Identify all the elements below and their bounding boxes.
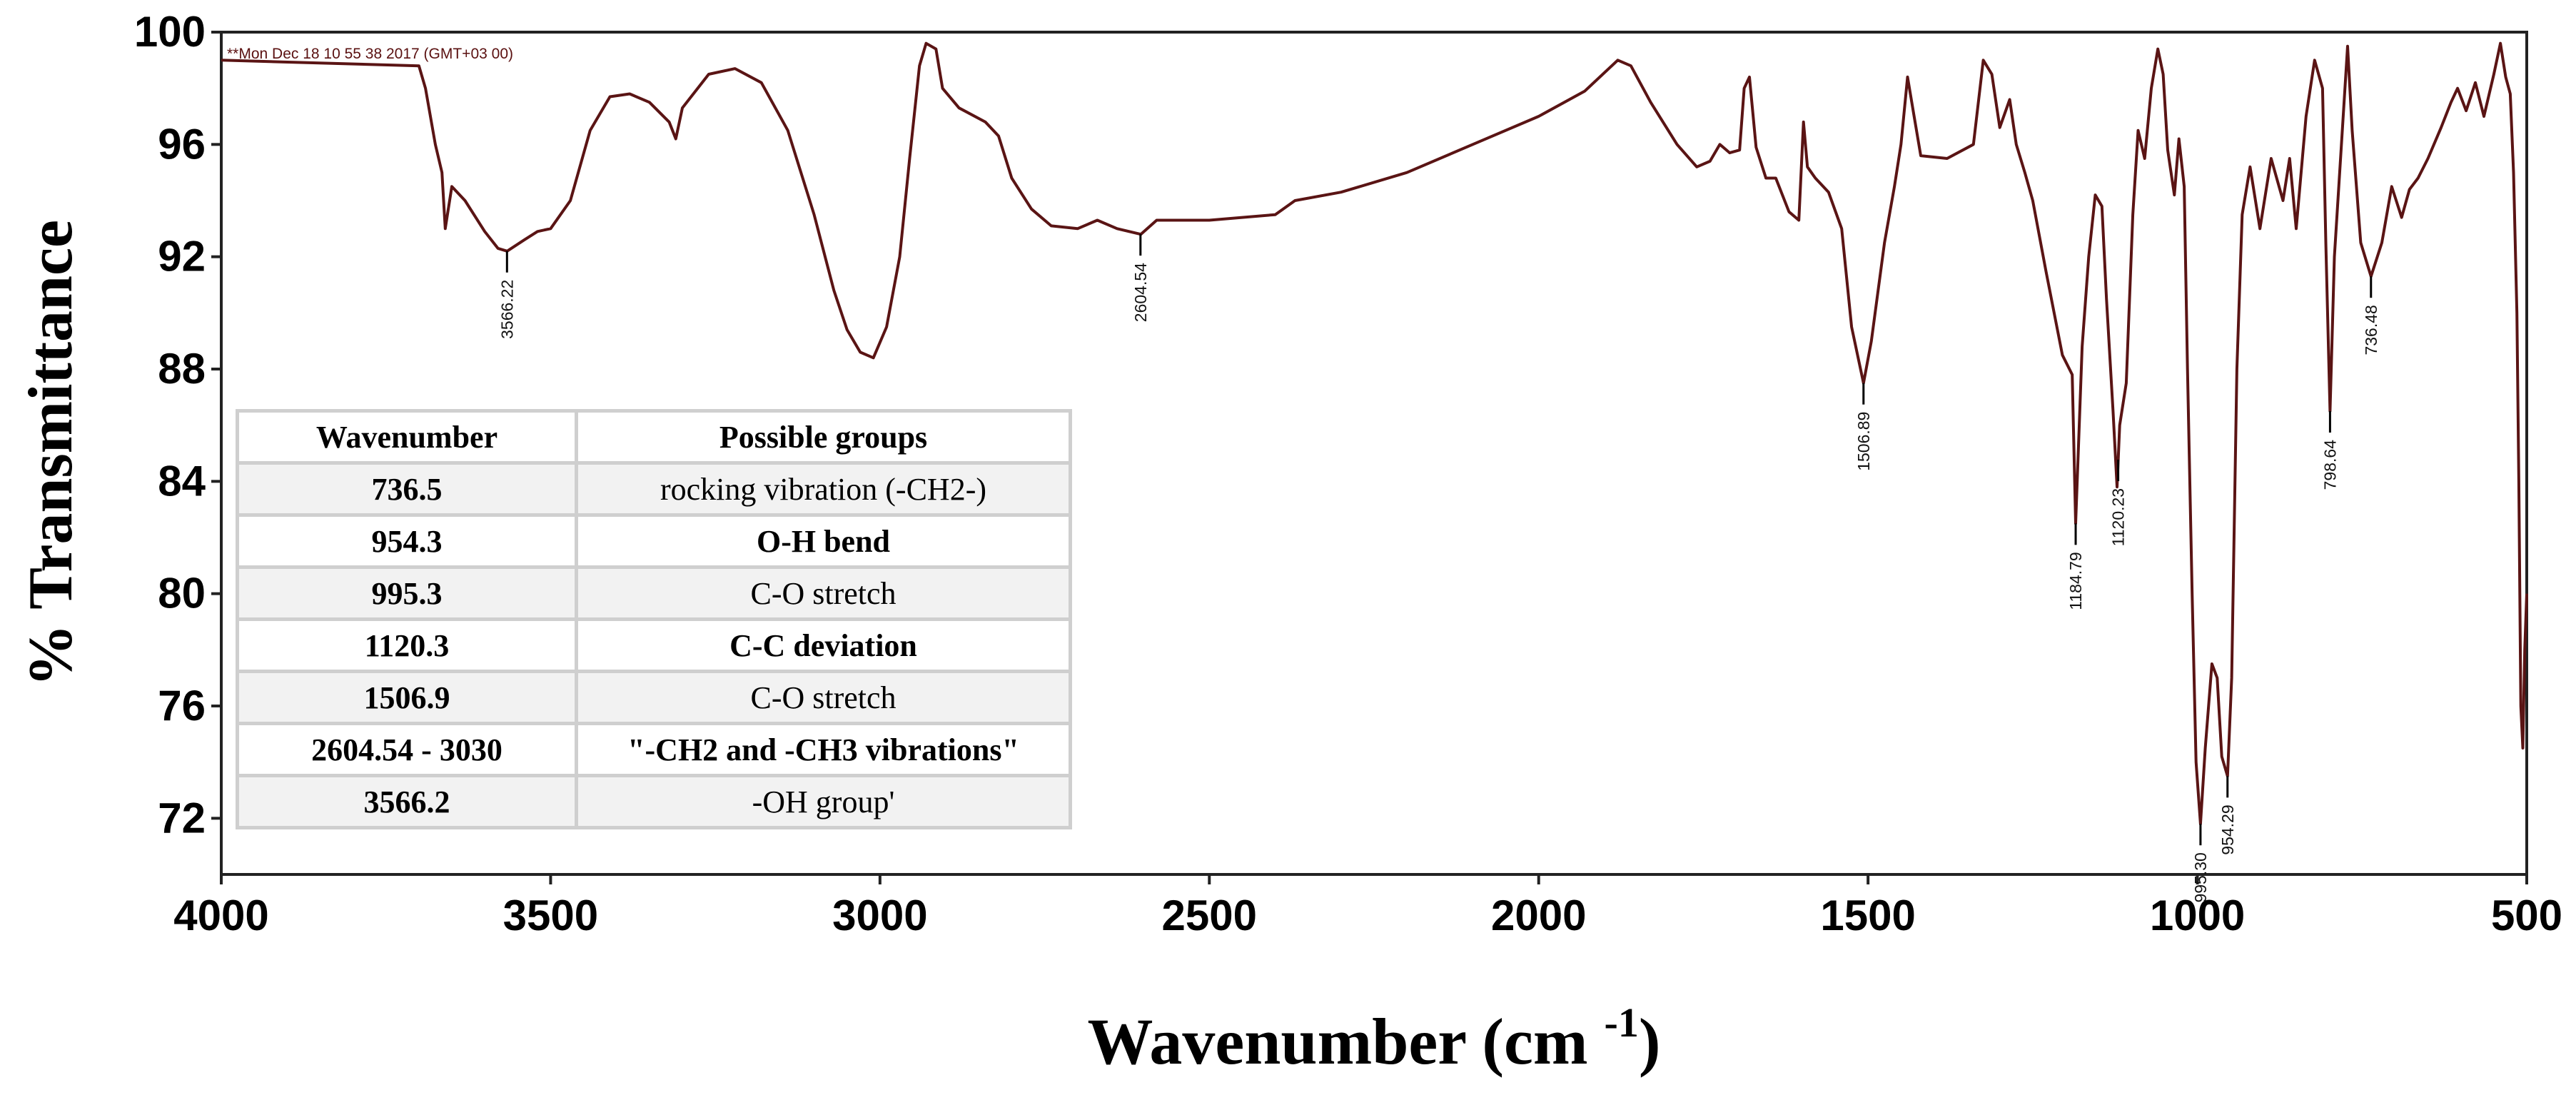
spectrum-line bbox=[221, 41, 2528, 826]
y-tick-label: 76 bbox=[158, 682, 206, 730]
x-tick-label: 4000 bbox=[173, 892, 268, 939]
peak-label: 1184.79 bbox=[2066, 552, 2085, 610]
y-tick-label: 96 bbox=[158, 120, 206, 168]
table-cell-wavenumber: 995.3 bbox=[236, 565, 578, 621]
peak-label: 736.48 bbox=[2362, 305, 2380, 355]
peak-label: 954.29 bbox=[2218, 804, 2237, 854]
table-cell-wavenumber: 1120.3 bbox=[236, 617, 578, 673]
y-axis: 100 96 92 88 84 80 76 72 bbox=[134, 8, 221, 842]
table-header-groups: Possible groups bbox=[575, 409, 1072, 465]
table-row: 954.3 O-H bend bbox=[236, 513, 1072, 569]
table-cell-wavenumber: 1506.9 bbox=[236, 670, 578, 725]
table-row: 1506.9 C-O stretch bbox=[236, 670, 1072, 725]
peak-label: 2604.54 bbox=[1131, 263, 1150, 322]
y-tick-label: 72 bbox=[158, 794, 206, 842]
x-tick-label: 3500 bbox=[503, 892, 598, 939]
y-tick-label: 88 bbox=[158, 345, 206, 393]
table-row: 2604.54 - 3030 "-CH2 and -CH3 vibrations" bbox=[236, 722, 1072, 777]
table-cell-wavenumber: 3566.2 bbox=[236, 774, 578, 829]
x-tick-label: 1500 bbox=[1820, 892, 1915, 939]
x-tick-label: 500 bbox=[2491, 892, 2562, 939]
table-cell-group: C-C deviation bbox=[575, 617, 1072, 673]
table-cell-group: C-O stretch bbox=[575, 670, 1072, 725]
table-header-row: Wavenumber Possible groups bbox=[236, 409, 1072, 465]
x-axis: 4000 3500 3000 2500 2000 1500 1000 500 bbox=[173, 874, 2562, 939]
table-cell-wavenumber: 736.5 bbox=[236, 461, 578, 517]
y-tick-label: 92 bbox=[158, 233, 206, 281]
peak-annotations: 3566.22 2604.54 1506.89 1184.79 1120.23 995.3… bbox=[497, 234, 2380, 903]
x-tick-label: 1000 bbox=[2150, 892, 2245, 939]
peak-assignment-table: Wavenumber Possible groups 736.5 rocking … bbox=[236, 409, 1072, 829]
table-row: 3566.2 -OH group' bbox=[236, 774, 1072, 829]
peak-label: 995.30 bbox=[2191, 852, 2210, 902]
table-cell-group: -OH group' bbox=[575, 774, 1072, 829]
peak-label: 3566.22 bbox=[497, 280, 516, 339]
table-cell-group: "-CH2 and -CH3 vibrations" bbox=[575, 722, 1072, 777]
x-tick-label: 3000 bbox=[832, 892, 927, 939]
table-header-wavenumber: Wavenumber bbox=[236, 409, 578, 465]
y-tick-label: 80 bbox=[158, 570, 206, 617]
peak-label: 1506.89 bbox=[1854, 412, 1873, 471]
table-cell-group: O-H bend bbox=[575, 513, 1072, 569]
x-axis-title-close: ) bbox=[1639, 1005, 1661, 1078]
table-cell-group: rocking vibration (-CH2-) bbox=[575, 461, 1072, 517]
table-row: 1120.3 C-C deviation bbox=[236, 617, 1072, 673]
table-cell-group: C-O stretch bbox=[575, 565, 1072, 621]
peak-label: 798.64 bbox=[2320, 440, 2339, 490]
table-cell-wavenumber: 954.3 bbox=[236, 513, 578, 569]
x-tick-label: 2000 bbox=[1491, 892, 1586, 939]
x-axis-title-main: Wavenumber (cm bbox=[1088, 1005, 1588, 1078]
peak-label: 1120.23 bbox=[2109, 488, 2128, 546]
spectrum-timestamp-header: **Mon Dec 18 10 55 38 2017 (GMT+03 00) bbox=[227, 46, 513, 62]
table-row: 995.3 C-O stretch bbox=[236, 565, 1072, 621]
y-tick-label: 84 bbox=[158, 457, 206, 505]
y-axis-title: % Transmittance bbox=[16, 220, 86, 687]
table-row: 736.5 rocking vibration (-CH2-) bbox=[236, 461, 1072, 517]
x-axis-title: Wavenumber (cm -1) bbox=[1088, 999, 1661, 1078]
x-axis-title-superscript: -1 bbox=[1605, 999, 1639, 1046]
table-cell-wavenumber: 2604.54 - 3030 bbox=[236, 722, 578, 777]
x-tick-label: 2500 bbox=[1162, 892, 1257, 939]
y-tick-label: 100 bbox=[134, 8, 206, 56]
